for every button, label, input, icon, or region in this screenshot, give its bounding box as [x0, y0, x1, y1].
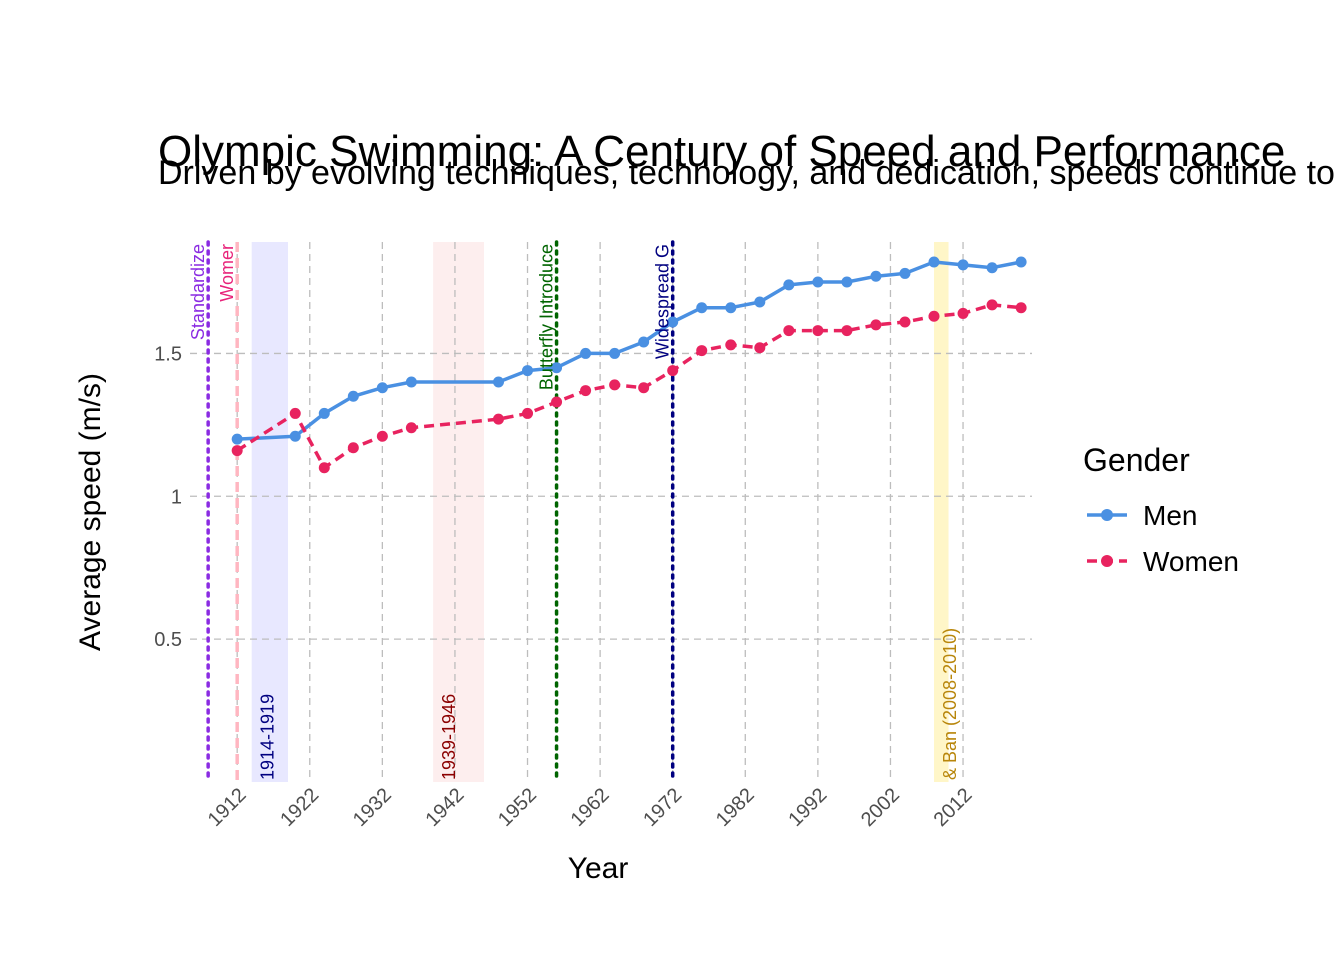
shaded-period-2: [934, 242, 949, 782]
data-point-0-3: [347, 390, 359, 402]
data-point-1-14: [725, 339, 737, 351]
data-point-0-18: [841, 276, 853, 288]
data-point-0-12: [667, 316, 679, 328]
data-point-1-20: [899, 316, 911, 328]
data-point-0-19: [870, 270, 882, 282]
y-tick-label-2: 1.5: [154, 343, 182, 365]
data-point-0-8: [551, 362, 563, 374]
data-point-1-0: [231, 445, 243, 457]
data-point-0-5: [405, 376, 417, 388]
x-tick-label-6: 1972: [639, 784, 686, 831]
data-point-1-4: [376, 430, 388, 442]
data-point-1-19: [870, 319, 882, 331]
legend-swatch-point-0: [1101, 509, 1113, 521]
x-tick-label-2: 1932: [349, 784, 396, 831]
x-tick-label-1: 1922: [276, 784, 323, 831]
data-point-1-17: [812, 325, 824, 337]
data-point-1-18: [841, 325, 853, 337]
data-point-0-17: [812, 276, 824, 288]
x-tick-label-10: 2012: [930, 784, 977, 831]
legend-swatch-point-1: [1101, 555, 1113, 567]
data-point-1-23: [986, 299, 998, 311]
data-point-1-2: [318, 462, 330, 474]
data-point-0-6: [492, 376, 504, 388]
y-axis-title: Average speed (m/s): [74, 373, 107, 651]
data-point-0-11: [638, 336, 650, 348]
period-label-2: & Ban (2008-2010): [940, 628, 960, 780]
event-lines: [206, 240, 675, 784]
data-point-1-21: [928, 310, 940, 322]
event-label-3: Widespread G: [653, 244, 673, 359]
data-point-0-23: [986, 262, 998, 274]
data-point-0-16: [783, 279, 795, 291]
data-point-1-9: [580, 385, 592, 397]
x-axis-title: Year: [568, 852, 629, 885]
data-point-0-21: [928, 256, 940, 268]
y-tick-label-1: 1: [171, 486, 182, 508]
data-point-0-13: [696, 302, 708, 314]
shaded-period-0: [251, 242, 288, 782]
data-point-0-10: [609, 347, 621, 359]
x-tick-label-4: 1952: [494, 784, 541, 831]
x-tick-label-5: 1962: [567, 784, 614, 831]
data-point-0-2: [318, 407, 330, 419]
legend-title: Gender: [1083, 442, 1190, 478]
data-point-0-15: [754, 296, 766, 308]
data-point-1-5: [405, 422, 417, 434]
data-point-1-13: [696, 345, 708, 357]
data-point-1-24: [1015, 302, 1027, 314]
period-label-1: 1939-1946: [439, 694, 459, 780]
event-label-1: Womer: [217, 244, 237, 302]
data-point-0-24: [1015, 256, 1027, 268]
data-point-1-22: [957, 307, 969, 319]
x-tick-label-7: 1982: [712, 784, 759, 831]
x-tick-label-9: 2002: [857, 784, 904, 831]
data-point-1-8: [551, 396, 563, 408]
annotations: Standardize Womer Butterfly Introduce Wides…: [188, 244, 960, 780]
event-label-2: Butterfly Introduce: [537, 244, 557, 390]
chart-title: Olympic Swimming: A Century of Speed and…: [158, 127, 1285, 176]
data-point-0-0: [231, 433, 243, 445]
shaded-period-1: [433, 242, 484, 782]
period-label-0: 1914-1919: [258, 694, 278, 780]
data-point-1-3: [347, 442, 359, 454]
data-point-0-7: [522, 365, 534, 377]
data-point-1-16: [783, 325, 795, 337]
data-point-0-14: [725, 302, 737, 314]
data-point-1-7: [522, 407, 534, 419]
data-point-1-12: [667, 365, 679, 377]
data-point-0-22: [957, 259, 969, 271]
data-point-0-1: [289, 430, 301, 442]
data-point-1-11: [638, 382, 650, 394]
event-label-0: Standardize: [188, 244, 208, 340]
series-lines: [231, 256, 1027, 474]
data-point-0-9: [580, 347, 592, 359]
data-point-0-20: [899, 267, 911, 279]
data-point-1-10: [609, 379, 621, 391]
series-line-0: [237, 260, 1022, 441]
data-point-1-15: [754, 342, 766, 354]
x-tick-label-0: 1912: [204, 784, 251, 831]
legend-label-0: Men: [1143, 500, 1197, 531]
shaded-periods: [251, 242, 949, 782]
legend: Gender Men Women: [1083, 442, 1239, 577]
x-tick-label-3: 1942: [421, 784, 468, 831]
x-tick-label-8: 1992: [784, 784, 831, 831]
chart-subtitle: Driven by evolving techniques, technolog…: [158, 154, 1344, 192]
legend-label-1: Women: [1143, 546, 1239, 577]
data-point-1-6: [492, 413, 504, 425]
data-point-1-1: [289, 407, 301, 419]
data-point-0-4: [376, 382, 388, 394]
y-tick-label-0: 0.5: [154, 629, 182, 651]
